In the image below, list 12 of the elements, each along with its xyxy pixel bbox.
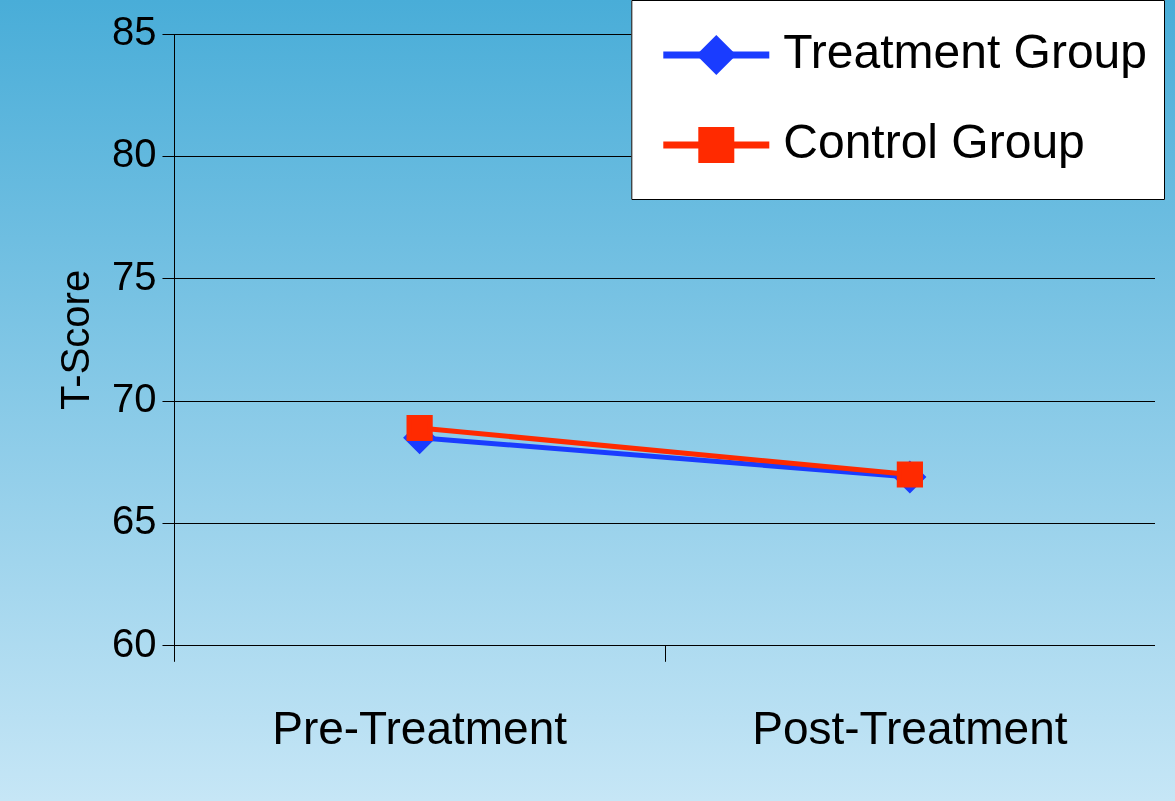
legend-label: Control Group: [783, 115, 1085, 169]
x-tick-label: Post-Treatment: [752, 702, 1068, 755]
y-tick-label: 75: [111, 253, 157, 298]
y-axis-title: T-Score: [53, 269, 98, 410]
y-tick-label: 60: [111, 620, 157, 665]
y-tick-label: 85: [111, 9, 157, 54]
y-tick-label: 65: [111, 498, 157, 543]
x-tick-label: Pre-Treatment: [272, 702, 568, 755]
legend-label: Treatment Group: [783, 25, 1147, 79]
point: [406, 414, 433, 442]
y-tick-label: 80: [111, 131, 157, 176]
y-tick-label: 70: [111, 376, 157, 421]
